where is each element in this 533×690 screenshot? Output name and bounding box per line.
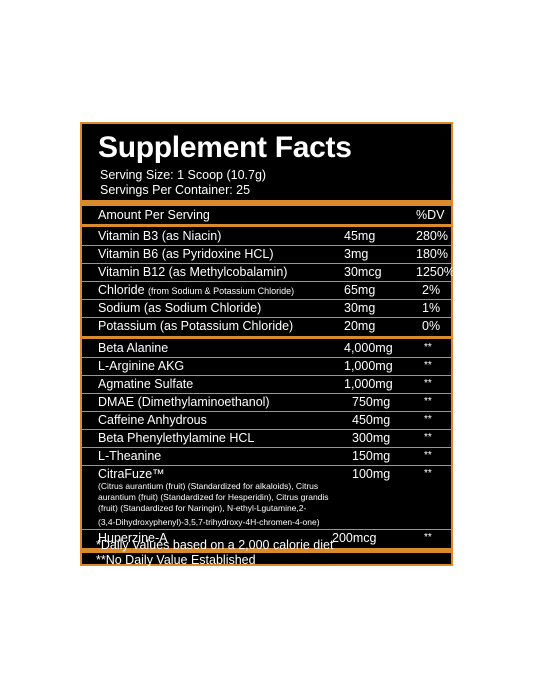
- ingredient-amount: 4,000mg: [344, 341, 393, 355]
- nutrient-name: Vitamin B6 (as Pyridoxine HCL): [98, 247, 274, 261]
- row-divider: [82, 317, 451, 318]
- panel-title: Supplement Facts: [98, 131, 352, 164]
- nutrient-amount: 3mg: [344, 247, 369, 261]
- nutrient-dv: 180%: [416, 247, 448, 261]
- ingredient-name: L-Arginine AKG: [98, 359, 185, 373]
- nutrient-dv: 2%: [422, 283, 441, 297]
- nutrient-name: Vitamin B3 (as Niacin): [98, 229, 222, 243]
- ingredient-dv: **: [424, 432, 432, 443]
- ingredient-dv: **: [424, 414, 432, 425]
- nutrient-name: Chloride: [98, 283, 145, 297]
- row-divider: [82, 393, 451, 394]
- nutrient-amount: 30mg: [344, 301, 376, 315]
- nutrient-dv: 280%: [416, 229, 448, 243]
- ingredient-name: Beta Alanine: [98, 341, 169, 355]
- ingredient-name: Agmatine Sulfate: [98, 377, 194, 391]
- row-divider: [82, 429, 451, 430]
- row-divider: [82, 411, 451, 412]
- row-divider: [82, 299, 451, 300]
- servings-per-container: Servings Per Container: 25: [100, 183, 251, 197]
- divider: [82, 224, 451, 227]
- ingredient-name: DMAE (Dimethylaminoethanol): [98, 395, 270, 409]
- amount-per-serving-label: Amount Per Serving: [98, 208, 210, 222]
- row-divider: [82, 281, 451, 282]
- composition-line: (Citrus aurantium (fruit) (Standardized …: [98, 481, 319, 491]
- dv-header-label: %DV: [416, 208, 445, 222]
- nutrient-name: Vitamin B12 (as Methylcobalamin): [98, 265, 288, 279]
- row-divider: [82, 357, 451, 358]
- nutrient-amount: 45mg: [344, 229, 376, 243]
- thick-divider: [82, 200, 451, 206]
- nutrient-amount: 20mg: [344, 319, 376, 333]
- footnote-no-dv-text: **No Daily Value Established: [96, 553, 256, 567]
- ingredient-dv: **: [424, 396, 432, 407]
- row-divider: [82, 263, 451, 264]
- nutrient-dv: 0%: [422, 319, 441, 333]
- ingredient-dv: **: [424, 378, 432, 389]
- row-divider: [82, 529, 451, 530]
- ingredient-name: L-Theanine: [98, 449, 162, 463]
- nutrient-amount: 30mcg: [344, 265, 382, 279]
- nutrient-amount: 65mg: [344, 283, 376, 297]
- ingredient-amount: 1,000mg: [344, 377, 393, 391]
- ingredient-amount: 750mg: [352, 395, 391, 409]
- nutrient-name: Sodium (as Sodium Chloride): [98, 301, 262, 315]
- thick-divider: [82, 548, 451, 553]
- footnotes: *Daily Values based on a 2,000 calorie d…: [96, 538, 333, 568]
- row-divider: [82, 447, 451, 448]
- nutrient-name-note: (from Sodium & Potassium Chloride): [148, 286, 295, 296]
- ingredient-amount: 150mg: [352, 449, 391, 463]
- footnote-daily-values-text: *Daily Values based on a 2,000 calorie d…: [96, 538, 334, 552]
- row-divider: [82, 465, 451, 466]
- ingredient-dv: **: [424, 342, 432, 353]
- serving-size: Serving Size: 1 Scoop (10.7g): [100, 168, 267, 182]
- composition-line: (3,4-Dihydroxyphenyl)-3,5,7-trihydroxy-4…: [98, 517, 320, 527]
- ingredient-amount: 450mg: [352, 413, 391, 427]
- row-divider: [82, 375, 451, 376]
- section-divider: [82, 336, 451, 339]
- ingredient-amount: 1,000mg: [344, 359, 393, 373]
- ingredient-name: Caffeine Anhydrous: [98, 413, 207, 427]
- row-divider: [82, 245, 451, 246]
- ingredient-amount: 300mg: [352, 431, 391, 445]
- ingredient-name: Beta Phenylethylamine HCL: [98, 431, 255, 445]
- nutrient-dv: 1%: [422, 301, 441, 315]
- citrafuze-composition: (Citrus aurantium (fruit) (Standardized …: [98, 481, 338, 528]
- ingredient-dv: **: [424, 532, 432, 543]
- composition-line: aurantium (fruit) (Standardized for Hesp…: [98, 492, 329, 502]
- ingredient-amount: 200mcg: [332, 531, 377, 545]
- supplement-facts-panel: Supplement Facts Serving Size: 1 Scoop (…: [80, 122, 455, 566]
- ingredient-amount: 100mg: [352, 467, 391, 481]
- nutrient-name: Potassium (as Potassium Chloride): [98, 319, 294, 333]
- ingredient-dv: **: [424, 468, 432, 479]
- ingredient-dv: **: [424, 360, 432, 371]
- ingredient-name: Huperzine-A: [98, 531, 168, 545]
- ingredient-dv: **: [424, 450, 432, 461]
- composition-line: (fruit) (Standardized for Naringin), N-e…: [98, 503, 307, 513]
- ingredient-name: CitraFuze™: [98, 467, 165, 481]
- nutrient-dv: 1250%: [416, 265, 455, 279]
